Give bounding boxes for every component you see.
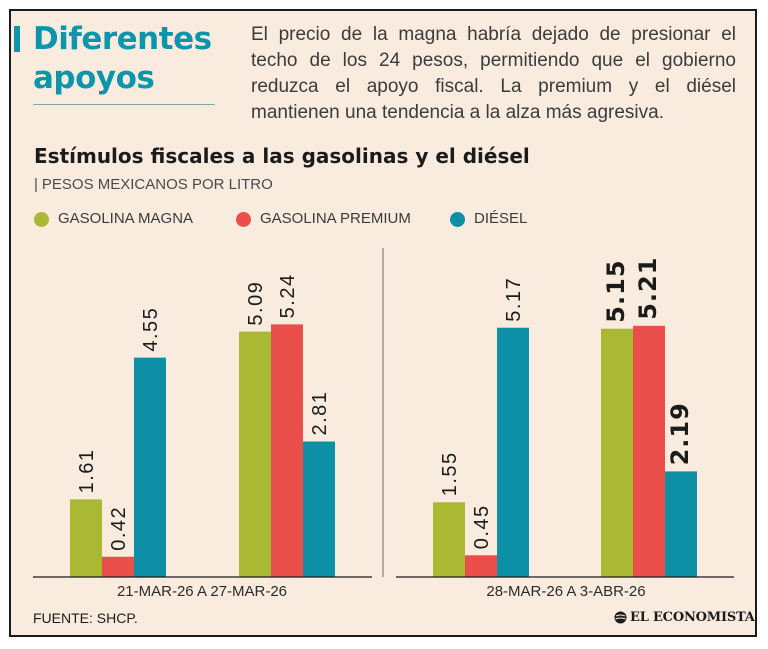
- intro-paragraph: El precio de la magna habría dejado de p…: [251, 24, 736, 123]
- bar-2-2-gasolina-premium: [633, 325, 665, 577]
- data-label: 1.55: [439, 451, 461, 496]
- legend-swatch-premium: [236, 212, 251, 227]
- headline-accent-bar: [14, 26, 20, 52]
- legend-label-diesel: DIÉSEL: [474, 210, 528, 227]
- bar-2-1-di-sel: [497, 327, 529, 577]
- x-axis-category-label: 21-MAR-26 A 27-MAR-26: [117, 583, 287, 600]
- data-label: 2.81: [309, 391, 331, 436]
- data-label: 0.45: [471, 504, 493, 549]
- units-text: PESOS MEXICANOS POR LITRO: [41, 176, 273, 193]
- globe-icon: [614, 611, 627, 624]
- bar-1-2-gasolina-magna: [239, 331, 271, 577]
- headline: Diferentes apoyos: [33, 21, 212, 96]
- data-label: 0.42: [108, 506, 130, 551]
- headline-underline: [33, 104, 215, 105]
- bar-1-1-gasolina-magna: [70, 499, 102, 577]
- data-label: 5.09: [245, 281, 267, 326]
- legend-label-premium: GASOLINA PREMIUM: [260, 210, 411, 227]
- chart-title: Estímulos fiscales a las gasolinas y el …: [34, 144, 530, 168]
- bar-1-1-di-sel: [134, 357, 166, 577]
- bar-2-2-di-sel: [665, 471, 697, 577]
- data-label: 5.21: [634, 257, 662, 320]
- bar-chart: 1.61 0.42 4.55 5.09 5.24 2.81 21-MAR-26 A 27-M…: [33, 248, 734, 600]
- bar-2-1-gasolina-premium: [465, 555, 497, 577]
- bar-2-2-gasolina-magna: [601, 328, 633, 577]
- bar-1-2-gasolina-premium: [271, 324, 303, 577]
- legend-swatch-magna: [34, 212, 49, 227]
- data-label: 2.19: [666, 402, 694, 465]
- units-pipe: |: [34, 176, 38, 193]
- bar-2-1-gasolina-magna: [433, 502, 465, 577]
- brand-name: EL ECONOMISTA: [630, 610, 755, 625]
- bar-1-1-gasolina-premium: [102, 556, 134, 577]
- data-label: 5.15: [602, 259, 630, 322]
- data-label: 4.55: [140, 307, 162, 352]
- data-label: 1.61: [76, 448, 98, 493]
- bar-1-2-di-sel: [303, 441, 335, 577]
- data-label: 5.24: [277, 273, 299, 318]
- units-label: | PESOS MEXICANOS POR LITRO: [34, 176, 273, 193]
- legend-swatch-diesel: [450, 212, 465, 227]
- data-label: 5.17: [503, 277, 525, 322]
- x-axis-category-label: 28-MAR-26 A 3-ABR-26: [486, 583, 645, 600]
- source-note: FUENTE: SHCP.: [33, 610, 138, 626]
- legend-label-magna: GASOLINA MAGNA: [58, 210, 194, 227]
